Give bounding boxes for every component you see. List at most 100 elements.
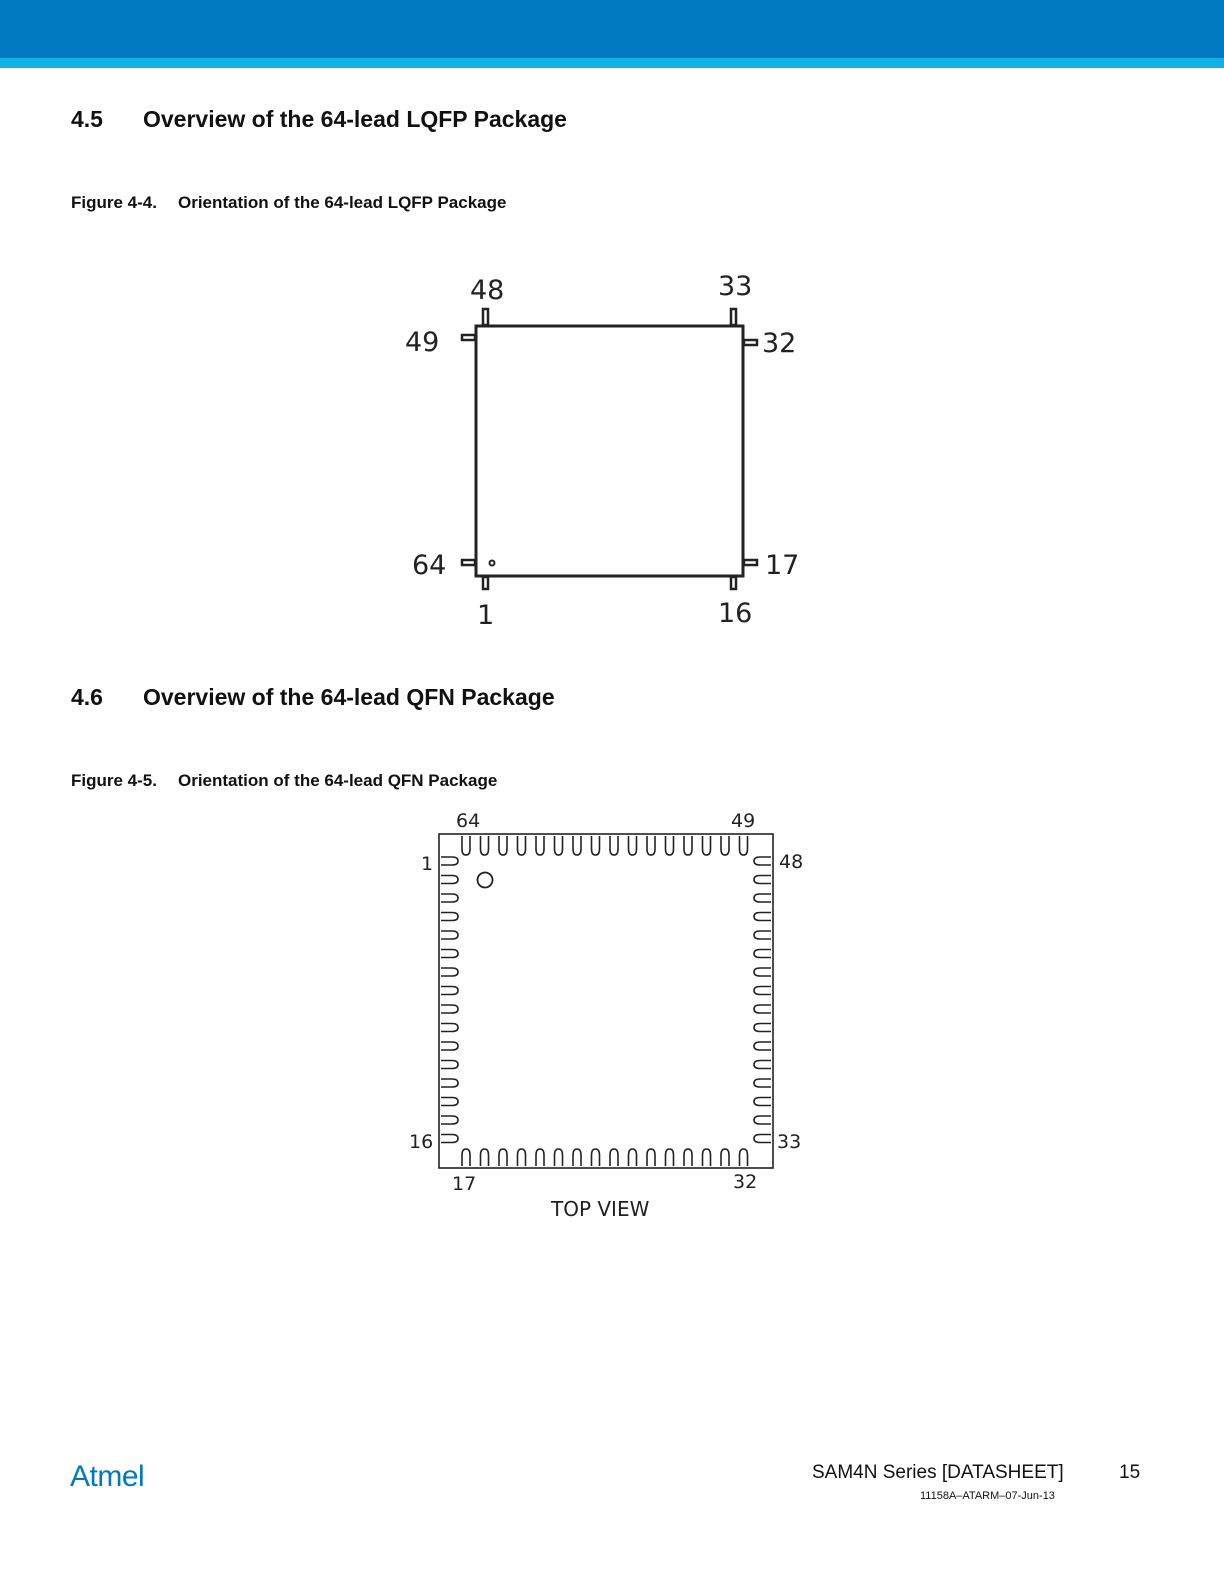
- qfn-pad-bottom: [701, 1148, 712, 1166]
- qfn-pad-left: [441, 1004, 459, 1014]
- qfn-pad-left: [441, 948, 459, 959]
- qfn-pad-bottom: [535, 1148, 545, 1166]
- qfn-label-49: 49: [731, 810, 755, 832]
- qfn-pad-top: [461, 836, 471, 856]
- footer-page-number: 15: [1119, 1462, 1141, 1483]
- lqfp-label-64: 64: [412, 550, 446, 581]
- qfn-pad-bottom: [590, 1148, 601, 1166]
- qfn-pads: [441, 836, 771, 1166]
- qfn-pad-left: [441, 893, 459, 903]
- qfn-pad-left: [441, 967, 459, 977]
- qfn-label-48: 48: [779, 851, 803, 873]
- qfn-pad-top: [609, 836, 619, 856]
- qfn-pad-bottom: [646, 1148, 656, 1166]
- qfn-pin1-marker: [476, 871, 494, 889]
- lqfp-label-33: 33: [718, 271, 752, 302]
- figure-number: Figure 4-5.: [71, 771, 157, 790]
- qfn-pad-top: [701, 836, 712, 856]
- qfn-pad-left: [441, 1022, 459, 1033]
- figure-caption-4-4: Figure 4-4. Orientation of the 64-lead LQ…: [71, 193, 506, 213]
- qfn-pad-bottom: [683, 1148, 693, 1166]
- qfn-pad-top: [627, 836, 638, 856]
- qfn-label-32: 32: [733, 1171, 757, 1193]
- qfn-pad-left: [441, 930, 459, 940]
- qfn-pad-left: [441, 911, 459, 922]
- qfn-top-view-label: TOP VIEW: [550, 1197, 650, 1221]
- qfn-pad-left: [441, 1078, 459, 1088]
- qfn-label-1: 1: [421, 853, 433, 875]
- section-title: Overview of the 64-lead LQFP Package: [143, 106, 567, 132]
- qfn-pad-right: [753, 893, 771, 903]
- qfn-pad-right: [753, 1022, 771, 1033]
- section-title: Overview of the 64-lead QFN Package: [143, 684, 555, 710]
- qfn-pad-right: [753, 1133, 771, 1144]
- lqfp-label-17: 17: [765, 550, 799, 581]
- header-stripe: [0, 58, 1224, 68]
- qfn-pad-top: [664, 836, 675, 856]
- figure-number: Figure 4-4.: [71, 193, 157, 212]
- lqfp-lead-32: [742, 338, 759, 347]
- qfn-pad-left: [441, 856, 459, 866]
- qfn-pad-top: [590, 836, 601, 856]
- qfn-pad-right: [753, 856, 771, 866]
- lqfp-label-49: 49: [405, 327, 439, 358]
- footer-series: SAM4N Series [DATASHEET]: [812, 1462, 1064, 1483]
- qfn-pad-bottom: [720, 1148, 730, 1166]
- qfn-pad-bottom: [498, 1148, 508, 1166]
- qfn-label-17: 17: [452, 1173, 476, 1195]
- qfn-pad-right: [753, 1078, 771, 1088]
- qfn-pad-top: [479, 836, 490, 856]
- qfn-pad-bottom: [664, 1148, 675, 1166]
- lqfp-lead-33: [729, 307, 738, 327]
- lqfp-label-48: 48: [470, 275, 504, 306]
- figure-title: Orientation of the 64-lead QFN Package: [178, 771, 498, 790]
- lqfp-label-32: 32: [762, 328, 796, 359]
- qfn-pad-top: [516, 836, 527, 856]
- qfn-pad-right: [753, 1115, 771, 1125]
- qfn-pad-bottom: [479, 1148, 490, 1166]
- lqfp-body: [474, 324, 745, 578]
- qfn-pad-top: [572, 836, 582, 856]
- lqfp-lead-49: [460, 333, 477, 342]
- qfn-label-64: 64: [456, 810, 480, 832]
- qfn-pad-left: [441, 1133, 459, 1144]
- qfn-pad-top: [738, 836, 749, 856]
- qfn-pad-right: [753, 985, 771, 996]
- qfn-pad-top: [720, 836, 730, 856]
- qfn-pad-left: [441, 1115, 459, 1125]
- figure-caption-4-5: Figure 4-5. Orientation of the 64-lead QF…: [71, 771, 497, 791]
- qfn-pad-bottom: [461, 1148, 471, 1166]
- qfn-pad-bottom: [738, 1148, 749, 1166]
- qfn-pad-top: [646, 836, 656, 856]
- qfn-pad-bottom: [609, 1148, 619, 1166]
- qfn-pad-bottom: [572, 1148, 582, 1166]
- qfn-body: [438, 833, 774, 1169]
- qfn-pad-top: [553, 836, 564, 856]
- qfn-pad-right: [753, 948, 771, 959]
- qfn-pad-right: [753, 1041, 771, 1051]
- lqfp-lead-1: [481, 575, 490, 591]
- header-band: [0, 0, 1224, 58]
- qfn-pad-right: [753, 1096, 771, 1107]
- qfn-pad-right: [753, 967, 771, 977]
- qfn-pad-top: [683, 836, 693, 856]
- qfn-pad-top: [535, 836, 545, 856]
- qfn-label-16: 16: [409, 1131, 433, 1153]
- qfn-pad-right: [753, 1059, 771, 1070]
- section-heading-4-6: 4.6 Overview of the 64-lead QFN Package: [71, 684, 555, 711]
- atmel-logo: Atmel: [70, 1460, 145, 1493]
- qfn-pad-bottom: [627, 1148, 638, 1166]
- lqfp-lead-17: [742, 558, 759, 567]
- lqfp-lead-64: [460, 558, 477, 567]
- qfn-pad-bottom: [516, 1148, 527, 1166]
- qfn-pad-bottom: [553, 1148, 564, 1166]
- qfn-pad-right: [753, 874, 771, 885]
- lqfp-lead-48: [481, 307, 490, 327]
- section-number: 4.6: [71, 684, 103, 710]
- qfn-pad-right: [753, 1004, 771, 1014]
- section-heading-4-5: 4.5 Overview of the 64-lead LQFP Package: [71, 106, 567, 133]
- figure-title: Orientation of the 64-lead LQFP Package: [178, 193, 507, 212]
- footer-doc-id: 11158A–ATARM–07-Jun-13: [920, 1490, 1055, 1502]
